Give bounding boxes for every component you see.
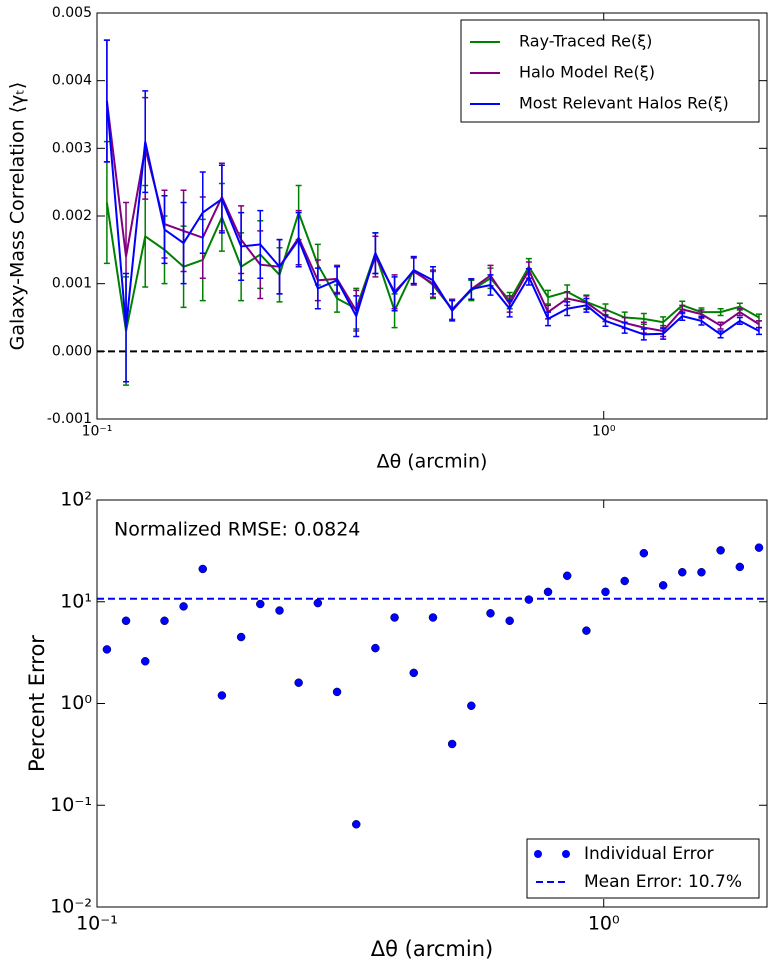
data-point [371,643,380,653]
y-axis-label: Percent Error [25,635,49,772]
data-point [121,616,131,626]
y-tick-label: 10⁻¹ [50,794,92,816]
data-point [313,598,323,608]
legend-label: Most Relevant Halos Re(ξ) [519,94,729,113]
data-point [543,587,553,597]
data-point [236,632,246,642]
annotation: Normalized RMSE: 0.0824 [114,519,360,541]
data-point [505,616,514,626]
data-point [102,645,112,654]
y-tick-label: 0.003 [52,140,92,156]
data-point [486,609,495,618]
data-point [620,576,629,586]
data-point [332,687,342,697]
data-point [735,562,745,572]
data-point [294,678,303,687]
data-point [409,668,419,678]
y-tick-label: 0.001 [52,276,92,292]
y-tick-label: 10⁻² [50,896,92,918]
y-tick-label: 0.005 [52,5,92,21]
y-tick-label: 10⁰ [60,692,92,714]
error-bar [755,326,762,336]
y-axis-label: Galaxy-Mass Correlation ⟨γₜ⟩ [7,82,29,351]
x-axis-label: Δθ (arcmin) [371,937,493,961]
plot-area [102,543,764,829]
legend: Individual Error Mean Error: 10.7% [526,838,760,899]
data-point [639,548,649,558]
data-point [678,567,687,577]
data-point [716,546,725,555]
data-point [351,820,361,829]
data-point [160,616,169,626]
x-tick-label: 10⁻¹ [76,913,118,935]
legend-swatch [534,850,542,858]
legend-label: Halo Model Re(ξ) [519,63,655,82]
legend-box [526,838,760,899]
data-point [467,701,476,711]
axes-frame [96,499,768,908]
data-point [562,571,572,581]
data-point [524,595,534,604]
data-point [198,564,208,574]
y-tick-label: 0.004 [52,73,92,89]
data-point [697,567,706,577]
data-point [447,739,457,749]
x-tick-label: 10⁰ [592,424,616,440]
y-tick-label: 10¹ [60,590,92,612]
y-tick-label: 10² [60,489,92,511]
y-tick-label: 0.002 [52,208,92,224]
data-line [105,100,760,336]
y-tick-label: 0.000 [52,343,92,359]
y-tick-label: -0.001 [47,411,92,427]
data-point [754,543,764,552]
data-point [390,613,399,622]
data-point [582,626,591,635]
legend-label: Individual Error [584,844,714,864]
data-point [658,581,668,590]
x-axis-label: Δθ (arcmin) [377,451,488,473]
legend-box [460,19,760,123]
data-point [428,613,438,622]
plot-area [103,39,762,386]
data-point [601,587,610,597]
axes-frame [96,12,768,420]
x-tick-label: 10⁻¹ [82,424,113,440]
legend-swatch [562,850,570,858]
legend-label: Mean Error: 10.7% [584,872,742,892]
legend-label: Ray-Traced Re(ξ) [519,32,652,51]
data-point [140,657,150,666]
x-tick-label: 10⁰ [588,913,620,935]
data-point [256,599,265,609]
data-point [275,606,284,615]
data-point [217,691,227,700]
legend: Ray-Traced Re(ξ) Halo Model Re(ξ) Most Rel… [460,19,760,123]
data-point [179,602,188,611]
